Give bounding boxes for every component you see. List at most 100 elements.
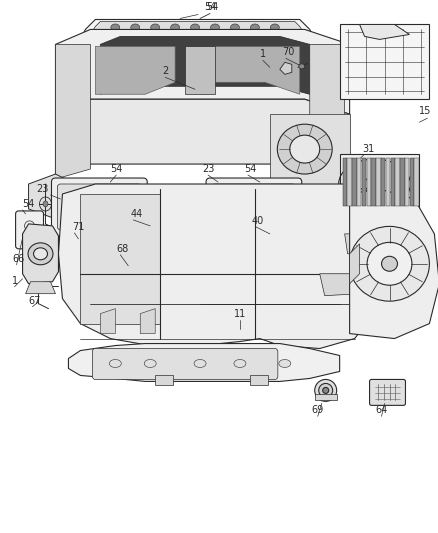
Polygon shape (95, 46, 175, 94)
Ellipse shape (366, 243, 411, 285)
Polygon shape (90, 21, 304, 35)
Ellipse shape (233, 359, 245, 367)
Polygon shape (28, 174, 65, 219)
Ellipse shape (270, 24, 279, 31)
Bar (75, 236, 83, 250)
Bar (155, 375, 173, 385)
Bar (222, 221, 227, 297)
Ellipse shape (190, 24, 199, 31)
Text: 23: 23 (36, 184, 48, 194)
Ellipse shape (110, 24, 120, 31)
Ellipse shape (28, 243, 53, 265)
Ellipse shape (144, 359, 156, 367)
Ellipse shape (381, 256, 396, 271)
Polygon shape (329, 220, 337, 296)
Bar (162, 221, 168, 297)
Ellipse shape (131, 24, 139, 31)
Polygon shape (80, 20, 314, 39)
Bar (371, 158, 375, 206)
Polygon shape (359, 25, 409, 39)
Bar (192, 221, 198, 297)
Bar (409, 158, 413, 206)
Bar (346, 158, 351, 206)
Ellipse shape (299, 223, 304, 228)
Polygon shape (279, 62, 291, 74)
Bar (399, 158, 404, 206)
Text: 54: 54 (205, 3, 218, 12)
Bar (361, 158, 365, 206)
Ellipse shape (318, 383, 332, 398)
Polygon shape (68, 344, 339, 382)
Text: 64: 64 (374, 405, 387, 415)
Text: 71: 71 (72, 222, 85, 232)
FancyBboxPatch shape (16, 211, 43, 249)
Polygon shape (349, 189, 438, 338)
Bar (375, 158, 380, 206)
Bar (366, 158, 370, 206)
Text: 1: 1 (259, 50, 265, 59)
Bar (125, 219, 234, 298)
Polygon shape (58, 184, 384, 349)
Text: 67: 67 (28, 296, 41, 305)
Ellipse shape (109, 359, 121, 367)
FancyBboxPatch shape (212, 184, 295, 230)
Bar (351, 158, 356, 206)
Ellipse shape (349, 227, 428, 301)
Polygon shape (215, 46, 299, 94)
Ellipse shape (250, 24, 259, 31)
Polygon shape (269, 114, 349, 184)
Text: 23: 23 (201, 164, 214, 174)
Text: 2: 2 (162, 66, 168, 76)
Text: 68: 68 (116, 244, 128, 254)
Bar (413, 158, 418, 206)
Ellipse shape (278, 359, 290, 367)
Bar (404, 158, 408, 206)
Polygon shape (25, 282, 55, 294)
Ellipse shape (230, 24, 239, 31)
Bar (150, 256, 168, 266)
Ellipse shape (210, 24, 219, 31)
Text: 69: 69 (311, 405, 323, 415)
FancyBboxPatch shape (92, 349, 277, 379)
Ellipse shape (322, 387, 328, 393)
Bar (264, 213, 274, 228)
Text: 11: 11 (233, 309, 246, 319)
Bar (390, 158, 394, 206)
Polygon shape (55, 99, 349, 179)
Polygon shape (22, 224, 58, 284)
Bar (354, 206, 394, 214)
Polygon shape (100, 36, 309, 94)
Ellipse shape (225, 223, 230, 228)
Polygon shape (80, 194, 160, 324)
Polygon shape (249, 220, 337, 228)
Bar (177, 221, 183, 297)
Polygon shape (319, 274, 359, 296)
Bar (385, 158, 389, 206)
Polygon shape (140, 309, 155, 334)
Polygon shape (339, 25, 428, 99)
Text: 44: 44 (130, 209, 142, 219)
FancyBboxPatch shape (205, 178, 301, 236)
Bar (356, 158, 360, 206)
FancyBboxPatch shape (57, 184, 141, 230)
Bar (342, 158, 346, 206)
Polygon shape (309, 44, 344, 174)
Text: 54: 54 (22, 199, 35, 209)
Text: 15: 15 (418, 106, 431, 116)
Bar (132, 221, 138, 297)
Text: 54: 54 (110, 164, 122, 174)
Ellipse shape (33, 248, 47, 260)
Text: 54: 54 (203, 3, 216, 12)
Text: 66: 66 (13, 254, 25, 264)
Text: 70: 70 (281, 47, 293, 58)
Polygon shape (55, 29, 349, 114)
Bar (394, 158, 399, 206)
Ellipse shape (170, 24, 179, 31)
Bar (249, 375, 267, 385)
Text: 40: 40 (251, 216, 264, 226)
Polygon shape (344, 234, 381, 254)
Bar (339, 154, 418, 209)
Ellipse shape (277, 124, 332, 174)
Bar (249, 228, 329, 296)
Polygon shape (100, 309, 115, 334)
